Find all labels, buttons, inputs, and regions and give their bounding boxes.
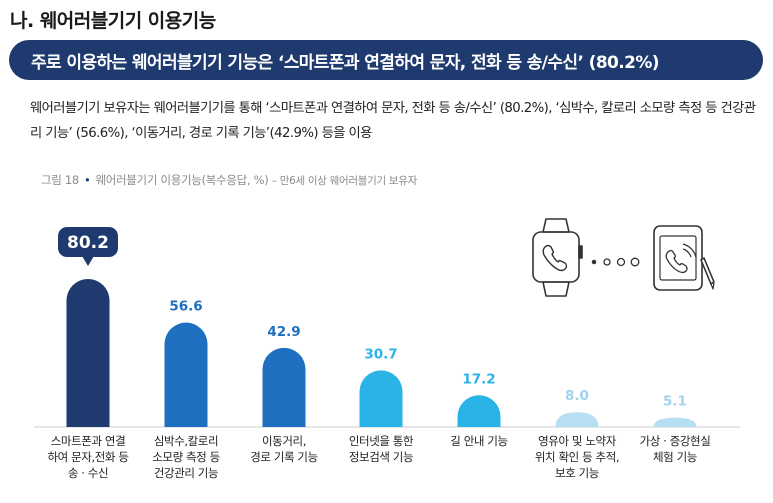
headline-text: 주로 이용하는 웨어러블기기 기능은 ‘스마트폰과 연결하여 문자, 전화 등 …	[31, 52, 660, 73]
category-label: 길 안내 기능	[450, 434, 507, 448]
value-label: 30.7	[364, 346, 397, 362]
category-label: 경로 기록 기능	[250, 450, 318, 464]
value-callout: 80.2	[58, 227, 118, 266]
bar-2	[164, 322, 208, 427]
callout-box	[58, 227, 118, 257]
smartwatch-phone-icon	[532, 218, 583, 297]
value-label: 80.2	[67, 233, 109, 253]
bar-3	[262, 347, 306, 427]
category-label: 정보검색 기능	[349, 450, 413, 464]
category-label: 건강관리 기능	[154, 466, 218, 480]
connection-dots	[591, 257, 640, 267]
callout-pointer	[82, 256, 94, 266]
category-label: 소모량 측정 등	[152, 450, 220, 464]
bar-6	[555, 412, 599, 427]
summary-text: 웨어러블기기 보유자는 웨어러블기기를 통해 ‘스마트폰과 연결하여 문자, 전…	[30, 101, 756, 141]
category-label: 심박수,칼로리	[154, 434, 218, 448]
value-label: 17.2	[462, 371, 495, 387]
figure-caption: 그림 18 • 웨어러블기기 이용기능(복수응답, %) – 만6세 이상 웨어러블…	[41, 172, 417, 188]
bar-1	[66, 279, 110, 427]
bar-4	[359, 370, 403, 427]
figure-note: – 만6세 이상 웨어러블기기 보유자	[271, 175, 417, 187]
category-label: 스마트폰과 연결	[51, 434, 126, 448]
category-label: 영유아 및 노약자	[538, 434, 617, 448]
category-label: 보호 기능	[555, 466, 599, 480]
value-label: 8.0	[565, 388, 589, 404]
category-label: 이동거리,	[262, 434, 306, 448]
bullet-icon: •	[83, 173, 91, 187]
figure-label: 그림 18	[41, 173, 79, 187]
headline-banner: 주로 이용하는 웨어러블기기 기능은 ‘스마트폰과 연결하여 문자, 전화 등 …	[9, 40, 763, 80]
category-label: 가상 · 증강현실	[640, 434, 711, 448]
value-label: 42.9	[267, 324, 300, 340]
tablet-stylus-icon	[653, 225, 715, 291]
category-label: 인터넷을 통한	[349, 434, 414, 448]
value-label: 56.6	[169, 299, 202, 315]
category-label: 송 · 수신	[68, 466, 108, 480]
value-label: 5.1	[663, 394, 687, 410]
bar-7	[653, 417, 697, 427]
bar-5	[457, 395, 501, 427]
category-label: 체험 기능	[653, 450, 697, 464]
category-label: 하여 문자,전화 등	[47, 450, 128, 464]
category-label: 위치 확인 등 추적,	[535, 450, 619, 464]
section-title: 나. 웨어러블기기 이용기능	[10, 10, 216, 32]
figure-title: 웨어러블기기 이용기능(복수응답, %)	[95, 173, 269, 187]
